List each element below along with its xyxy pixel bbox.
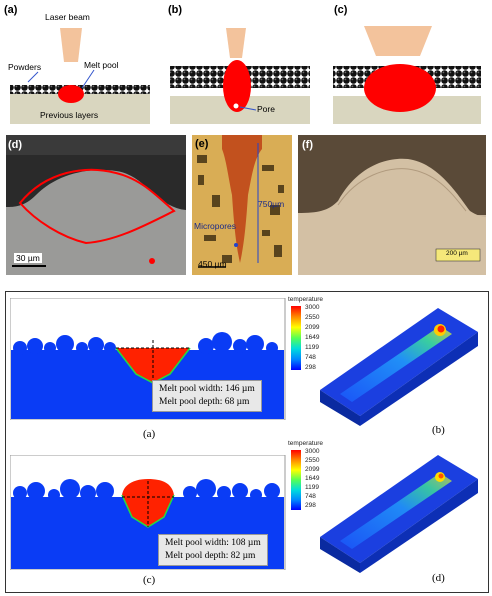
pore-b	[234, 104, 239, 109]
legend-value: 2550	[305, 457, 319, 464]
micropores-label: Micropores	[194, 221, 236, 231]
scale-bar-e: 450 µm	[198, 259, 227, 269]
laser-beam-a	[60, 28, 82, 62]
legend-value: 298	[305, 502, 316, 509]
melt-pool-c	[364, 64, 436, 112]
temperature-colorbar-1	[291, 306, 301, 370]
legend-title-1: temperature	[288, 296, 323, 303]
legend-value: 3000	[305, 448, 319, 455]
simulation-d-3d	[320, 445, 485, 575]
schematic-c	[333, 26, 481, 124]
melt-pool-a	[58, 85, 84, 103]
schematic-b	[170, 28, 310, 124]
legend-value: 1649	[305, 334, 319, 341]
panel-b-letter: (b)	[168, 4, 182, 16]
legend-value: 1199	[305, 344, 319, 351]
melt-pool-info-a: Melt pool width: 146 µm Melt pool depth:…	[152, 380, 262, 412]
caption-b: (b)	[432, 424, 445, 436]
caption-a: (a)	[143, 428, 155, 440]
pore-label: Pore	[257, 104, 275, 114]
legend-value: 2550	[305, 314, 319, 321]
legend-value: 1199	[305, 484, 319, 491]
legend-value: 3000	[305, 304, 319, 311]
melt-pool-depth-c: Melt pool depth: 82 µm	[165, 550, 261, 563]
temperature-colorbar-2	[291, 450, 301, 510]
melt-pool-width-c: Melt pool width: 108 µm	[165, 537, 261, 550]
legend-value: 748	[305, 493, 316, 500]
previous-layers-label: Previous layers	[40, 110, 98, 120]
scale-bar-d: 30 µm	[14, 253, 42, 263]
panel-c-letter: (c)	[334, 4, 347, 16]
legend-value: 298	[305, 364, 316, 371]
legend-value: 748	[305, 354, 316, 361]
melt-pool-label: Melt pool	[84, 60, 119, 70]
panel-a-letter: (a)	[4, 4, 17, 16]
laser-beam-label: Laser beam	[45, 12, 90, 22]
panel-e-letter: (e)	[195, 138, 208, 150]
melt-pool-depth-a: Melt pool depth: 68 µm	[159, 396, 255, 409]
melt-pool-width-a: Melt pool width: 146 µm	[159, 383, 255, 396]
simulation-b-3d	[320, 298, 485, 428]
legend-title-2: temperature	[288, 440, 323, 447]
powders-label: Powders	[8, 62, 41, 72]
panel-f-letter: (f)	[302, 139, 313, 151]
melt-pool-info-c: Melt pool width: 108 µm Melt pool depth:…	[158, 534, 268, 566]
legend-value: 1649	[305, 475, 319, 482]
panel-d-letter: (d)	[8, 139, 22, 151]
laser-beam-c	[364, 26, 432, 56]
legend-value: 2099	[305, 466, 319, 473]
depth-label-e: 750µm	[258, 199, 284, 209]
legend-value: 2099	[305, 324, 319, 331]
micrograph-d: (d) 30 µm	[6, 135, 186, 275]
caption-c: (c)	[143, 574, 155, 586]
scale-bar-f: 200 µm	[446, 250, 468, 257]
micrograph-f: (f) 200 µm	[298, 135, 486, 275]
caption-d: (d)	[432, 572, 445, 584]
micrograph-e: (e) 750µm Micropores 450 µm	[192, 135, 292, 275]
laser-beam-b	[226, 28, 246, 58]
